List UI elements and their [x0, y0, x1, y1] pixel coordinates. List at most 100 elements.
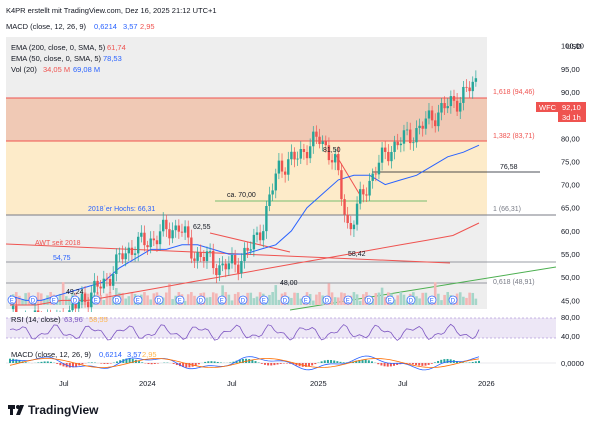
- macd-hist-bar: [330, 360, 333, 363]
- volume-bar: [68, 298, 71, 305]
- red-downtrend-short: [335, 154, 361, 196]
- price-tick-11: 45,00: [561, 296, 580, 305]
- earnings-badge[interactable]: E: [7, 295, 17, 305]
- volume-bar: [396, 295, 400, 305]
- macd-hist-bar: [37, 362, 40, 363]
- candle-body: [399, 143, 403, 146]
- candle-body: [377, 162, 381, 175]
- candle-body: [346, 214, 349, 224]
- macd-top-legend: MACD (close, 12, 26, 9) 0,6214 3,57 2,95: [6, 22, 155, 31]
- earnings-badge[interactable]: E: [301, 295, 311, 305]
- macd-hist-bar: [15, 359, 18, 363]
- dividend-badge[interactable]: D: [154, 295, 164, 305]
- candle-body: [171, 230, 174, 239]
- volume-bar: [227, 294, 231, 305]
- macd-hist-bar: [150, 363, 153, 365]
- ticker-price: 92,10: [562, 103, 581, 112]
- candle-body: [262, 231, 265, 241]
- price-tick-5: 75,00: [561, 157, 580, 166]
- macd-hist-bar: [408, 363, 411, 364]
- candle-body: [418, 125, 421, 129]
- dividend-badge[interactable]: D: [280, 295, 290, 305]
- volume-bar: [102, 299, 106, 305]
- vol-legend-value: 34,05 M: [43, 65, 70, 74]
- earnings-badge[interactable]: E: [217, 295, 227, 305]
- vol-legend-label: Vol (20): [11, 65, 37, 74]
- dividend-badge[interactable]: D: [112, 295, 122, 305]
- candle-body: [358, 189, 362, 204]
- dividend-badge[interactable]: D: [322, 295, 332, 305]
- earnings-badge[interactable]: E: [385, 295, 395, 305]
- earnings-badge[interactable]: E: [259, 295, 269, 305]
- candle-body: [343, 199, 346, 215]
- macd-hist-bar: [320, 361, 323, 363]
- volume-bar: [383, 297, 387, 305]
- dividend-badge[interactable]: D: [28, 295, 38, 305]
- svg-text:D: D: [325, 299, 330, 305]
- volume-bar: [402, 294, 406, 305]
- earnings-badge[interactable]: E: [49, 295, 59, 305]
- volume-bar: [146, 295, 149, 305]
- volume-bar: [290, 297, 293, 305]
- candle-body: [105, 278, 109, 280]
- candle-body: [187, 226, 190, 238]
- candle-body: [255, 232, 259, 235]
- earnings-badge[interactable]: E: [175, 295, 185, 305]
- candle-body: [277, 160, 281, 174]
- time-axis[interactable]: Jul 2024 Jul 2025 Jul 2026: [59, 379, 495, 388]
- earnings-badge[interactable]: E: [427, 295, 437, 305]
- candle-body: [71, 303, 74, 311]
- macd-hist-bar: [333, 360, 336, 363]
- svg-text:E: E: [94, 299, 98, 305]
- dividend-badge[interactable]: D: [448, 295, 458, 305]
- candle-body: [118, 253, 121, 255]
- candle-body: [193, 258, 196, 261]
- volume-bar: [130, 292, 134, 305]
- macd-hist-bar: [100, 363, 103, 364]
- candle-body: [387, 151, 390, 162]
- volume-bar: [340, 292, 343, 305]
- candle-body: [208, 250, 212, 252]
- macd-hist-bar: [18, 360, 21, 363]
- earnings-badge[interactable]: E: [91, 295, 101, 305]
- peak-6255-label: 62,55: [193, 224, 211, 231]
- price-tick-8: 60,00: [561, 227, 580, 236]
- volume-bar: [255, 296, 259, 305]
- dividend-badge[interactable]: D: [238, 295, 248, 305]
- candle-body: [130, 247, 134, 255]
- candle-body: [183, 226, 187, 233]
- volume-bar: [399, 292, 403, 305]
- time-label-2025: 2025: [310, 379, 327, 388]
- candle-body: [321, 141, 324, 145]
- macd-hist-bar: [455, 361, 458, 363]
- level-4924-label: 49,24: [66, 289, 84, 296]
- volume-bar: [46, 295, 49, 305]
- earnings-badge[interactable]: E: [343, 295, 353, 305]
- dividend-badge[interactable]: D: [406, 295, 416, 305]
- candle-body: [152, 238, 156, 241]
- rsi-band: [6, 318, 556, 338]
- volume-bar: [108, 292, 112, 305]
- macd-hist-bar: [128, 358, 131, 363]
- candle-body: [108, 279, 112, 286]
- volume-bar: [211, 292, 215, 305]
- volume-bar: [377, 292, 381, 305]
- volume-bar: [152, 293, 156, 305]
- candle-body: [393, 141, 396, 152]
- volume-bar: [333, 297, 337, 305]
- macd-hist-bar: [254, 361, 257, 363]
- price-axis[interactable]: 100,0095,0090,0085,0080,0075,0070,0065,0…: [561, 42, 584, 306]
- svg-text:E: E: [430, 299, 434, 305]
- macd-hist-bar: [40, 361, 43, 363]
- macd-hist-bar: [418, 363, 421, 366]
- dividend-badge[interactable]: D: [70, 295, 80, 305]
- macd-hist-bar: [358, 359, 361, 363]
- svg-text:D: D: [157, 299, 162, 305]
- ticker-symbol: WFC: [539, 103, 557, 112]
- macd-hist-bar: [188, 363, 191, 368]
- volume-bar: [458, 292, 462, 305]
- dividend-badge[interactable]: D: [196, 295, 206, 305]
- earnings-badge[interactable]: E: [133, 295, 143, 305]
- dividend-badge[interactable]: D: [364, 295, 374, 305]
